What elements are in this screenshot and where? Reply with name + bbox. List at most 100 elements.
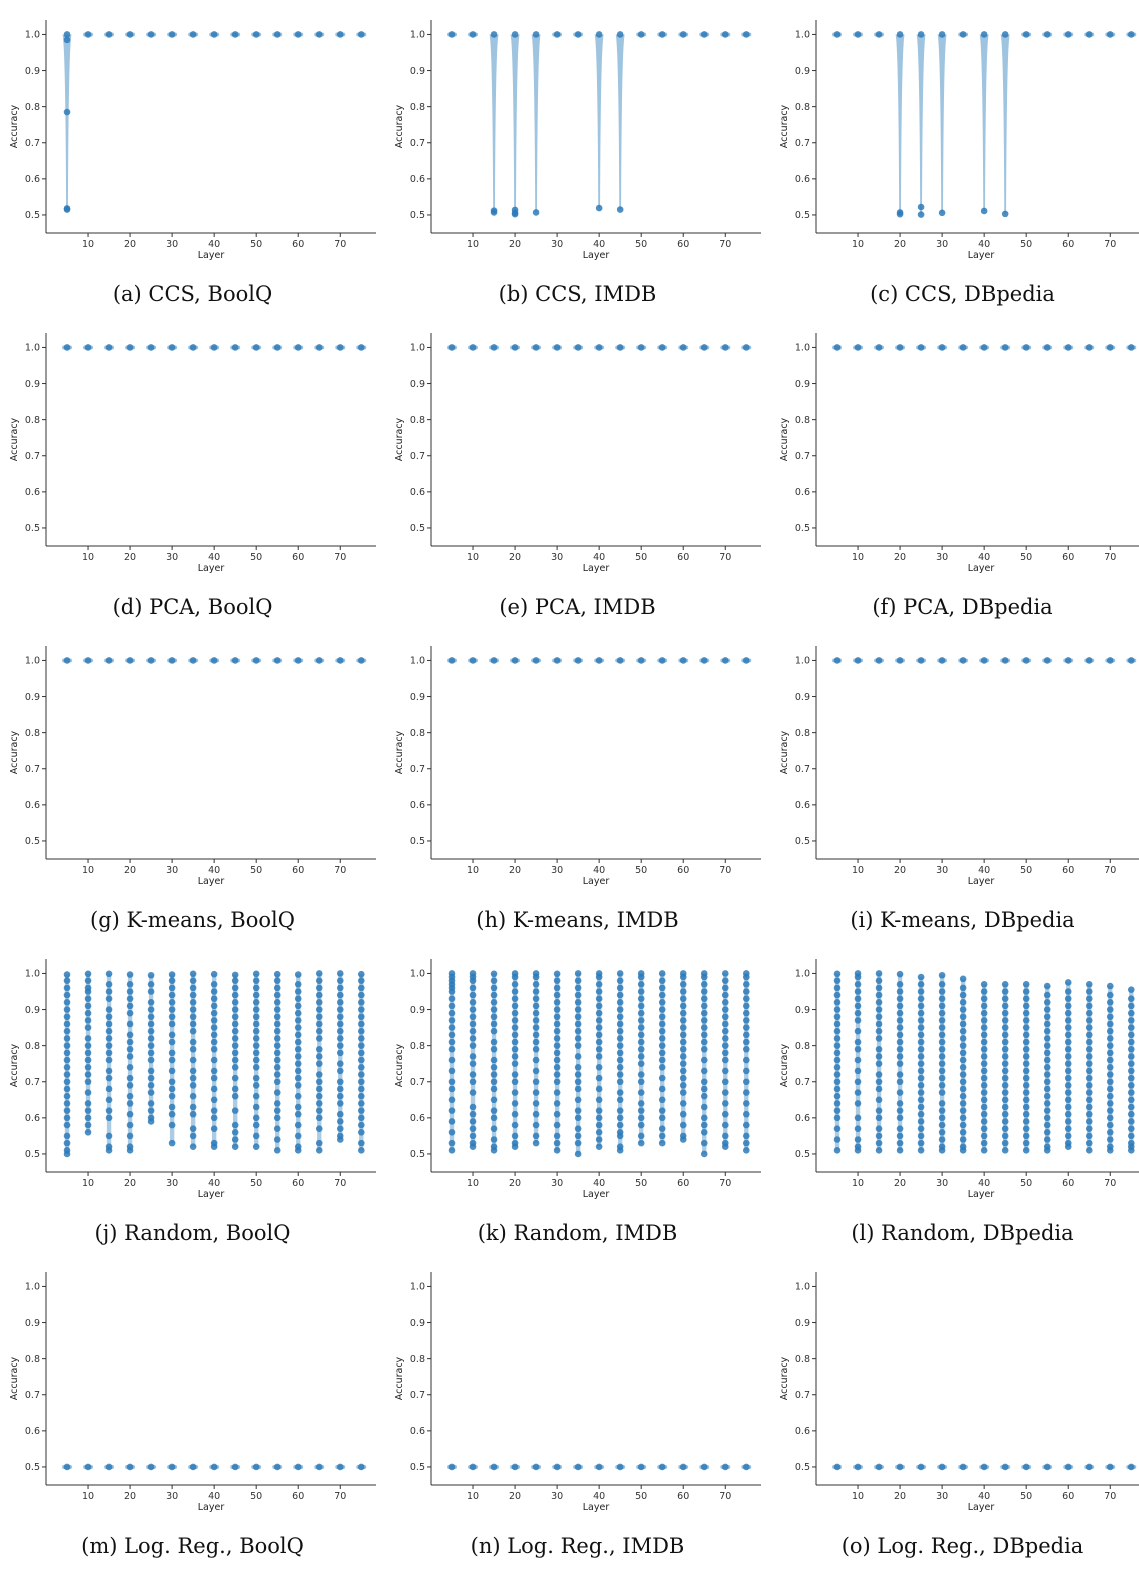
data-point — [1085, 980, 1093, 988]
data-point — [553, 31, 561, 38]
data-point — [896, 970, 904, 978]
data-point — [189, 1056, 197, 1064]
y-tick-label: 0.6 — [410, 487, 425, 498]
data-point — [1085, 1002, 1093, 1010]
x-tick-label: 20 — [509, 865, 521, 876]
data-point — [721, 1110, 729, 1118]
data-point — [336, 1027, 344, 1035]
data-point — [490, 991, 498, 999]
data-point — [84, 1035, 92, 1042]
data-point — [1127, 1110, 1135, 1118]
data-point — [896, 1125, 904, 1132]
data-point — [126, 344, 134, 351]
data-point — [742, 995, 750, 1003]
data-point — [917, 988, 925, 995]
data-point — [980, 1038, 988, 1046]
data-point — [700, 1067, 708, 1075]
data-point — [532, 988, 540, 995]
data-point — [917, 1031, 925, 1039]
data-point — [252, 1056, 260, 1064]
data-point — [896, 31, 904, 38]
data-point — [616, 31, 624, 38]
data-point — [511, 1031, 519, 1039]
data-point — [231, 1107, 239, 1114]
data-point — [959, 31, 967, 38]
data-point — [168, 1067, 176, 1075]
data-point — [1043, 1013, 1051, 1021]
data-point — [147, 1463, 155, 1471]
data-point — [553, 1006, 561, 1013]
data-point — [595, 1024, 603, 1031]
data-point — [875, 1027, 883, 1035]
data-point — [896, 1147, 904, 1154]
data-point — [616, 1049, 624, 1057]
data-point — [189, 1020, 197, 1028]
y-tick-label: 0.5 — [410, 210, 425, 221]
x-tick-label: 50 — [1020, 552, 1032, 563]
data-point — [147, 971, 155, 979]
data-point — [875, 1060, 883, 1067]
x-tick-label: 60 — [1062, 552, 1074, 563]
data-point — [252, 1092, 260, 1100]
data-point — [63, 1064, 71, 1071]
x-tick-label: 30 — [936, 865, 948, 876]
data-point — [147, 1082, 155, 1089]
data-point — [721, 999, 729, 1006]
data-point — [105, 995, 113, 1003]
data-point — [273, 1089, 281, 1096]
data-point — [980, 1147, 988, 1154]
data-point — [917, 1024, 925, 1031]
x-axis-label: Layer — [968, 1502, 995, 1513]
data-point — [553, 1139, 561, 1147]
x-tick-label: 70 — [334, 239, 346, 250]
subplot-caption: (e) PCA, IMDB — [499, 595, 656, 619]
data-point — [63, 1121, 71, 1129]
data-point — [637, 1031, 645, 1039]
data-point — [721, 344, 729, 351]
x-tick-label: 70 — [334, 1178, 346, 1189]
data-point — [637, 1038, 645, 1046]
data-point — [980, 1017, 988, 1024]
data-point — [252, 1463, 260, 1471]
data-point — [700, 980, 708, 988]
data-point — [448, 1085, 456, 1093]
data-point — [658, 1125, 666, 1132]
y-tick-label: 0.8 — [795, 1041, 810, 1052]
y-tick-label: 0.8 — [25, 415, 40, 426]
data-point — [854, 1067, 862, 1075]
data-point — [700, 1031, 708, 1039]
data-point — [1001, 1125, 1009, 1132]
data-point — [126, 1045, 134, 1053]
data-point — [1064, 979, 1072, 986]
data-point — [1127, 344, 1135, 351]
data-point — [189, 1013, 197, 1021]
data-point — [189, 977, 197, 984]
data-point — [896, 1045, 904, 1053]
data-point — [721, 1143, 729, 1151]
data-point — [1064, 1031, 1072, 1039]
data-point — [1022, 31, 1030, 38]
data-point — [105, 1147, 113, 1154]
data-point — [595, 1045, 603, 1053]
data-point — [532, 1024, 540, 1031]
data-point — [490, 1125, 498, 1132]
data-point — [63, 1139, 71, 1147]
data-point — [875, 1125, 883, 1132]
data-point — [357, 1013, 365, 1021]
data-point — [105, 31, 113, 38]
data-point — [616, 344, 624, 351]
data-point — [742, 1110, 750, 1118]
data-point — [357, 657, 365, 664]
data-point — [126, 1064, 134, 1071]
data-point — [532, 1017, 540, 1024]
data-point — [595, 1017, 603, 1024]
data-point — [938, 1017, 946, 1024]
data-point — [595, 1136, 603, 1143]
x-tick-label: 30 — [936, 552, 948, 563]
data-point — [637, 980, 645, 988]
data-point — [315, 1027, 323, 1035]
data-point — [1043, 1020, 1051, 1028]
x-tick-label: 10 — [82, 239, 94, 250]
data-point — [616, 206, 624, 213]
x-tick-label: 70 — [1104, 239, 1116, 250]
